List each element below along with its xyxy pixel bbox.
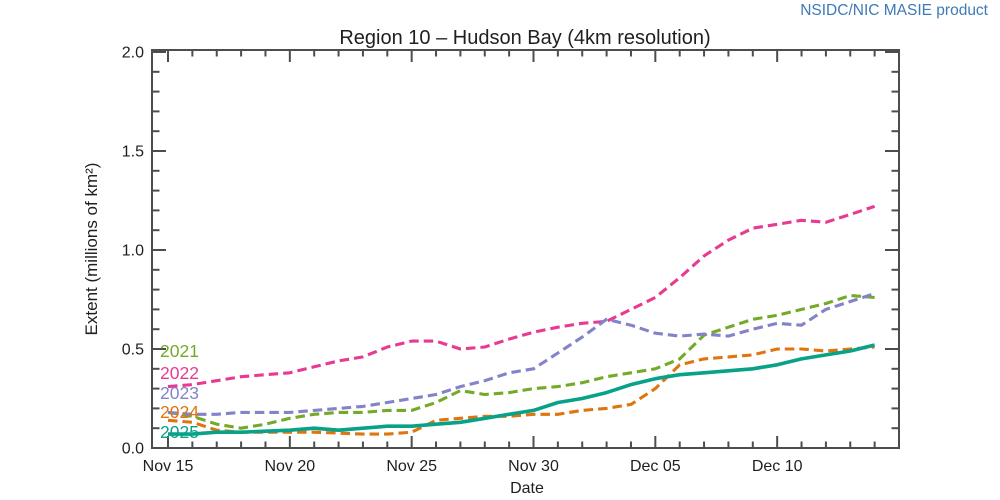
x-tick-label: Nov 30 [508, 458, 559, 475]
legend-label-2023: 2023 [160, 383, 199, 403]
chart-title: Region 10 – Hudson Bay (4km resolution) [339, 27, 710, 49]
y-tick-label: 1.5 [122, 144, 144, 161]
x-tick-label: Nov 25 [386, 458, 437, 475]
series-line-2024 [167, 345, 875, 436]
x-tick-labels: Nov 15 Nov 20 Nov 25 Nov 30 Dec 05 Dec 10 [143, 458, 803, 475]
series-line-2023 [167, 292, 876, 416]
series-line-2021 [167, 293, 875, 430]
axes [151, 49, 900, 449]
series-lines [167, 204, 876, 436]
series-line-2022 [167, 204, 876, 389]
legend-label-2025: 2025 [160, 422, 199, 442]
legend-label-2021: 2021 [160, 341, 199, 361]
y-tick-label: 1.0 [122, 243, 144, 260]
y-tick-label: 0.0 [122, 441, 144, 458]
x-tick-label: Dec 10 [752, 458, 803, 475]
x-tick-label: Nov 15 [143, 458, 194, 475]
series-line-2025 [168, 343, 876, 436]
y-tick-label: 0.5 [122, 342, 144, 359]
x-tick-label: Nov 20 [264, 458, 315, 475]
product-credit: NSIDC/NIC MASIE product [800, 2, 988, 19]
x-axis-label: Date [510, 480, 544, 497]
y-tick-label: 2.0 [122, 45, 144, 62]
y-tick-labels: 0.0 0.5 1.0 1.5 2.0 [122, 45, 144, 458]
x-tick-label: Dec 05 [630, 458, 681, 475]
plot-border [151, 49, 900, 449]
legend-label-2022: 2022 [160, 363, 199, 383]
legend-label-2024: 2024 [160, 402, 199, 422]
y-axis-label: Extent (millions of km²) [82, 163, 101, 336]
